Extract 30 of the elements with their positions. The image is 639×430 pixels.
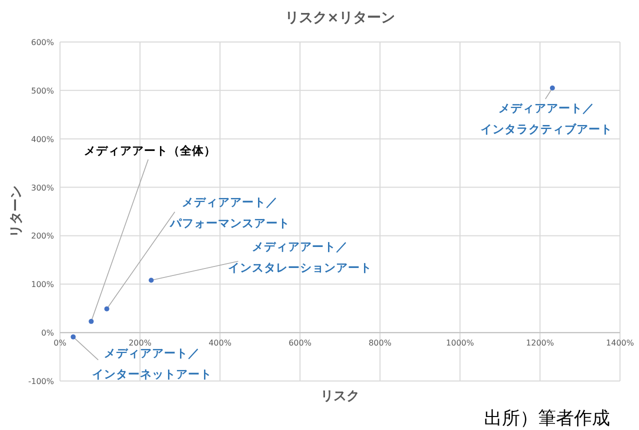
text: 出所）筆者作成 bbox=[484, 408, 610, 429]
x-tick-label: 200% bbox=[128, 338, 152, 348]
y-tick-label: 400% bbox=[31, 134, 54, 144]
annotation: メディアアート／インスタレーションアート bbox=[228, 239, 372, 274]
annotation: メディアアート／インタラクティブアート bbox=[480, 101, 612, 136]
y-tick-label: 600% bbox=[31, 38, 54, 47]
y-tick-label: 300% bbox=[31, 183, 54, 192]
point bbox=[148, 278, 154, 283]
y-tick-label: -100% bbox=[28, 377, 54, 386]
point bbox=[88, 318, 94, 324]
x-tick-label: 1200% bbox=[526, 338, 554, 348]
x-tick-label: 800% bbox=[368, 338, 392, 348]
y-tick-label: 100% bbox=[31, 280, 54, 290]
x-tick-label: 400% bbox=[208, 338, 232, 348]
x-axis-title: リスク bbox=[320, 389, 360, 404]
x-tick-label: 0% bbox=[54, 338, 67, 348]
y-tick-label: 200% bbox=[31, 232, 54, 241]
y-tick-label: 500% bbox=[31, 86, 54, 96]
point bbox=[70, 334, 76, 340]
point bbox=[550, 86, 555, 91]
chart-title: リスク×リターン bbox=[285, 10, 395, 26]
y-axis-title: リターン bbox=[9, 186, 24, 238]
annotation: メディアアート／パフォーマンスアート bbox=[168, 194, 290, 230]
annotation: メディアアート（全体） bbox=[84, 143, 216, 158]
point bbox=[104, 306, 110, 312]
annotation: メディアアート／インターネットアート bbox=[92, 346, 212, 381]
x-tick-label: 1000% bbox=[446, 338, 474, 348]
y-tick-label: 0% bbox=[41, 328, 54, 338]
x-tick-label: 600% bbox=[288, 338, 312, 348]
x-tick-label: 1400% bbox=[606, 338, 634, 348]
